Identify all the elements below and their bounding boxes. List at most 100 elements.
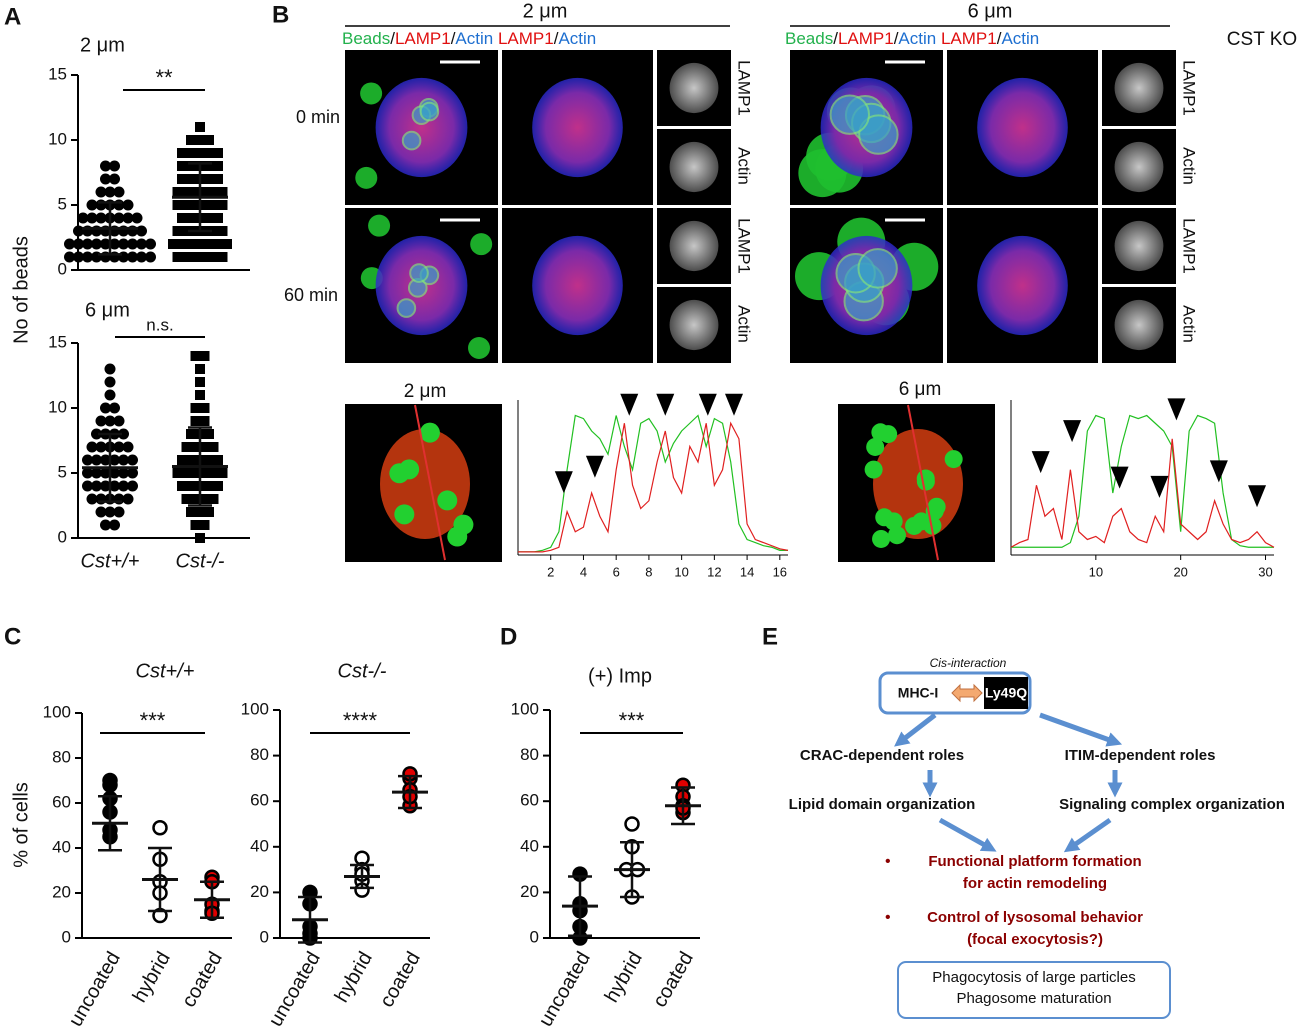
y-tick-label: 0 <box>58 527 67 546</box>
data-point <box>204 481 214 491</box>
data-point <box>100 160 111 172</box>
bullet-text: for actin remodeling <box>963 875 1107 892</box>
y-tick-label: 60 <box>52 792 71 811</box>
panel-letter: B <box>272 1 289 28</box>
outcome-text: Phagosome maturation <box>956 990 1111 1007</box>
y-axis-label: % of cells <box>10 782 32 868</box>
data-point <box>82 238 93 250</box>
y-tick-label: 0 <box>530 927 539 946</box>
arrowhead <box>620 393 639 416</box>
bead <box>912 512 931 531</box>
data-point <box>113 186 125 198</box>
x-tick-label: 12 <box>707 564 721 579</box>
data-point <box>186 213 196 223</box>
data-point <box>127 467 138 479</box>
data-point <box>104 186 116 198</box>
data-point <box>127 251 138 263</box>
bead <box>888 526 907 545</box>
data-point <box>100 519 111 531</box>
x-tick-label: Cst-/- <box>176 550 225 572</box>
data-point <box>152 820 168 836</box>
y-tick-label: 80 <box>52 747 71 766</box>
data-point <box>181 442 192 452</box>
data-point <box>199 200 210 210</box>
y-tick-label: 100 <box>241 699 269 718</box>
chart-title: 6 μm <box>85 299 130 321</box>
bead <box>468 336 491 359</box>
x-tick-label: Cst+/+ <box>81 550 140 572</box>
cell-signal <box>669 220 719 272</box>
channel-part: / <box>451 29 456 48</box>
data-point <box>73 225 84 237</box>
bead <box>389 463 410 484</box>
data-point <box>186 507 196 517</box>
chart-title: 2 μm <box>80 34 125 56</box>
x-tick-label: hybrid <box>601 948 647 1006</box>
data-point <box>122 212 134 224</box>
side-label: Actin <box>735 305 754 343</box>
panel-letter: A <box>4 3 21 30</box>
data-point <box>195 377 205 387</box>
flow-arrow <box>938 817 997 852</box>
scale-title: 6 μm <box>968 0 1013 22</box>
data-point <box>172 187 183 197</box>
x-tick-label: coated <box>178 948 227 1011</box>
channel-part: / <box>997 29 1002 48</box>
y-tick-label: 60 <box>520 791 539 810</box>
bullet-text: Control of lysosomal behavior <box>927 909 1143 926</box>
channel-part: / <box>554 29 559 48</box>
cell-signal <box>1114 299 1164 351</box>
x-tick-label: 20 <box>1173 564 1187 579</box>
data-point <box>190 351 201 361</box>
arrowhead <box>698 393 717 416</box>
data-point <box>82 454 93 466</box>
flow-arrow <box>894 713 937 747</box>
level2-label: Lipid domain organization <box>789 796 976 813</box>
side-label: Actin <box>1180 305 1199 343</box>
data-point <box>86 199 98 211</box>
bead <box>453 514 474 535</box>
internal-bead <box>396 298 417 318</box>
x-tick-label: 4 <box>580 564 587 579</box>
side-label: LAMP1 <box>1180 60 1199 116</box>
data-point <box>186 239 196 249</box>
data-point <box>64 251 75 263</box>
significance-label: *** <box>140 708 166 733</box>
profile-title: 2 μm <box>404 381 447 402</box>
data-point <box>190 416 201 426</box>
y-tick-label: 20 <box>52 882 71 901</box>
mhc-box <box>886 679 950 707</box>
branch-label: CRAC-dependent roles <box>800 747 964 764</box>
channel-part: LAMP1 <box>838 29 894 48</box>
data-point <box>195 239 205 249</box>
row-label: 60 min <box>284 285 338 305</box>
data-point <box>204 429 214 439</box>
data-point <box>199 252 210 262</box>
data-point <box>195 533 205 543</box>
cis-arrow <box>951 683 983 703</box>
data-point <box>199 442 210 452</box>
data-point <box>168 239 178 249</box>
data-point <box>118 467 129 479</box>
bead <box>394 504 415 525</box>
data-point <box>86 493 98 505</box>
bullet-mark: • <box>885 853 891 870</box>
data-point <box>118 480 129 492</box>
data-point <box>104 376 116 388</box>
data-point <box>64 238 75 250</box>
bead <box>368 214 391 237</box>
data-point <box>136 251 147 263</box>
bullet-text: Functional platform formation <box>928 853 1141 870</box>
channel-part: Actin <box>455 29 493 48</box>
data-point <box>181 468 192 478</box>
data-point <box>113 506 125 518</box>
data-point <box>100 238 111 250</box>
data-point <box>186 429 196 439</box>
panel-letter: D <box>500 623 517 650</box>
bullet-mark: • <box>885 909 891 926</box>
data-point <box>177 148 187 158</box>
bead <box>360 82 383 105</box>
profile-title: 6 μm <box>899 379 942 400</box>
data-point <box>199 494 210 504</box>
data-point <box>109 454 120 466</box>
